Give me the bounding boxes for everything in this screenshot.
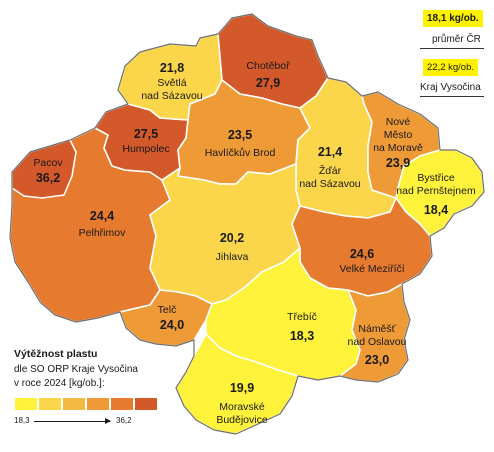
name-bystrice-1: Bystřice	[417, 172, 455, 184]
name-mb-1: Moravské	[219, 401, 265, 413]
name-velke: Velké Meziříčí	[339, 263, 405, 275]
name-mb-2: Budějovice	[216, 414, 268, 426]
label-chotebor: Chotěboř 27,9	[246, 60, 289, 92]
label-nmnm: Nové Město na Moravě 23,9	[373, 116, 423, 172]
kraj-average-value: 22,2 kg/ob.	[423, 59, 479, 76]
value-chotebor: 27,9	[255, 76, 281, 90]
label-humpolec: 27,5 Humpolec	[122, 126, 169, 156]
name-namest-1: Náměšť	[358, 323, 396, 335]
label-havlickuv: 23,5 Havlíčkův Brod	[205, 127, 276, 160]
legend-title: Výtěžnost plastu	[14, 348, 98, 360]
value-velke: 24,6	[349, 247, 375, 261]
value-telc: 24,0	[159, 318, 185, 332]
name-pelhrimov: Pelhřimov	[78, 227, 126, 239]
cr-underline	[420, 48, 484, 49]
name-zdar-1: Žďár	[318, 165, 342, 177]
name-namest-2: nad Oslavou	[347, 336, 407, 348]
value-jihlava: 20,2	[219, 231, 245, 245]
label-velke: 24,6 Velké Meziříčí	[339, 246, 404, 276]
name-chotebor: Chotěboř	[246, 60, 290, 72]
legend-line-1: dle SO ORP Kraje Vysočina	[14, 364, 138, 375]
label-pacov: Pacov 36,2	[33, 157, 62, 187]
label-bystrice: Bystřice nad Pernštejnem 18,4	[396, 172, 475, 219]
cr-average-value: 18,1 kg/ob.	[423, 10, 483, 27]
name-svetla-1: Světlá	[157, 77, 187, 89]
name-svetla-2: nad Sázavou	[141, 90, 203, 102]
label-namest: Náměšť nad Oslavou 23,0	[348, 323, 407, 369]
legend-min: 18,3	[14, 416, 30, 425]
kraj-average-label: Kraj Vysočina	[420, 82, 481, 93]
legend-color-scale	[14, 397, 158, 411]
legend-max: 36,2	[116, 416, 132, 425]
legend-swatch-1	[14, 397, 38, 411]
legend-swatch-5	[110, 397, 134, 411]
legend-swatch-4	[86, 397, 110, 411]
label-telc: Telč 24,0	[158, 304, 185, 334]
label-mb: 19,9 Moravské Budějovice	[216, 380, 267, 427]
kraj-underline	[420, 96, 484, 97]
legend-swatch-2	[38, 397, 62, 411]
label-zdar: 21,4 Žďár nad Sázavou	[299, 144, 360, 191]
name-nmnm-3: na Moravě	[373, 142, 423, 154]
legend-swatch-6	[134, 397, 158, 411]
label-trebic: Třebíč 18,3	[287, 311, 317, 345]
kraj-outline	[9, 13, 485, 435]
name-nmnm-1: Nové	[385, 116, 411, 128]
name-trebic: Třebíč	[287, 311, 317, 323]
value-pelhrimov: 24,4	[89, 209, 115, 223]
legend-swatch-3	[62, 397, 86, 411]
value-pacov: 36,2	[35, 171, 61, 185]
name-humpolec: Humpolec	[122, 143, 170, 155]
name-zdar-2: nad Sázavou	[299, 178, 361, 190]
label-svetla: 21,8 Světlá nad Sázavou	[141, 60, 202, 103]
value-mb: 19,9	[229, 381, 255, 395]
name-bystrice-2: nad Pernštejnem	[396, 185, 476, 197]
label-jihlava: 20,2 Jihlava	[216, 230, 249, 264]
value-trebic: 18,3	[289, 329, 315, 343]
value-bystrice: 18,4	[423, 203, 449, 217]
value-svetla: 21,8	[159, 61, 185, 75]
legend-arrow	[34, 418, 111, 424]
name-telc: Telč	[157, 304, 177, 316]
name-jihlava: Jihlava	[215, 251, 249, 263]
value-humpolec: 27,5	[133, 127, 159, 141]
cr-average-label: průměr ČR	[432, 34, 481, 45]
name-havlickuv: Havlíčkův Brod	[204, 147, 276, 159]
name-nmnm-2: Město	[383, 129, 413, 141]
value-nmnm: 23,9	[385, 156, 411, 170]
label-pelhrimov: 24,4 Pelhřimov	[79, 208, 126, 240]
value-havlickuv: 23,5	[227, 128, 253, 142]
name-pacov: Pacov	[33, 157, 63, 169]
legend-line-2: v roce 2024 [kg/ob.]:	[14, 378, 105, 389]
value-namest: 23,0	[364, 353, 390, 367]
value-zdar: 21,4	[317, 145, 343, 159]
